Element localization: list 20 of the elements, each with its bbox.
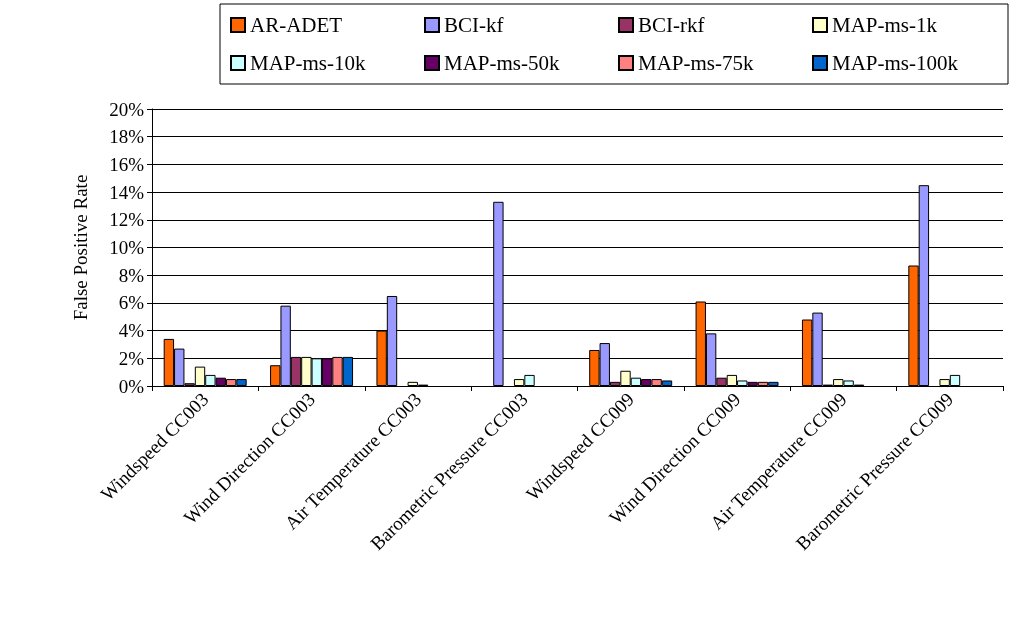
y-tick-label: 16% (109, 153, 145, 175)
y-tick-label: 4% (118, 320, 145, 342)
legend-label: BCI-rkf (638, 13, 705, 37)
legend-label: MAP-ms-1k (832, 13, 938, 37)
legend-label: MAP-ms-75k (638, 51, 755, 75)
y-tick-label: 20% (109, 98, 145, 120)
y-tick-label: 10% (109, 237, 145, 258)
y-tick-label: 0% (118, 375, 145, 397)
y-axis-title: False Positive Rate (70, 174, 91, 321)
legend-label: BCI-kf (444, 13, 504, 37)
legend-label: MAP-ms-50k (444, 51, 561, 75)
y-tick-label: 12% (109, 209, 145, 231)
legend-label: AR-ADET (250, 13, 343, 37)
y-tick-label: 14% (109, 181, 145, 203)
y-tick-label: 2% (118, 347, 145, 369)
y-tick-label: 18% (109, 126, 145, 148)
y-tick-label: 8% (118, 264, 145, 286)
y-tick-label: 6% (118, 292, 145, 314)
legend-label: MAP-ms-100k (832, 51, 959, 75)
legend-label: MAP-ms-10k (250, 51, 367, 75)
